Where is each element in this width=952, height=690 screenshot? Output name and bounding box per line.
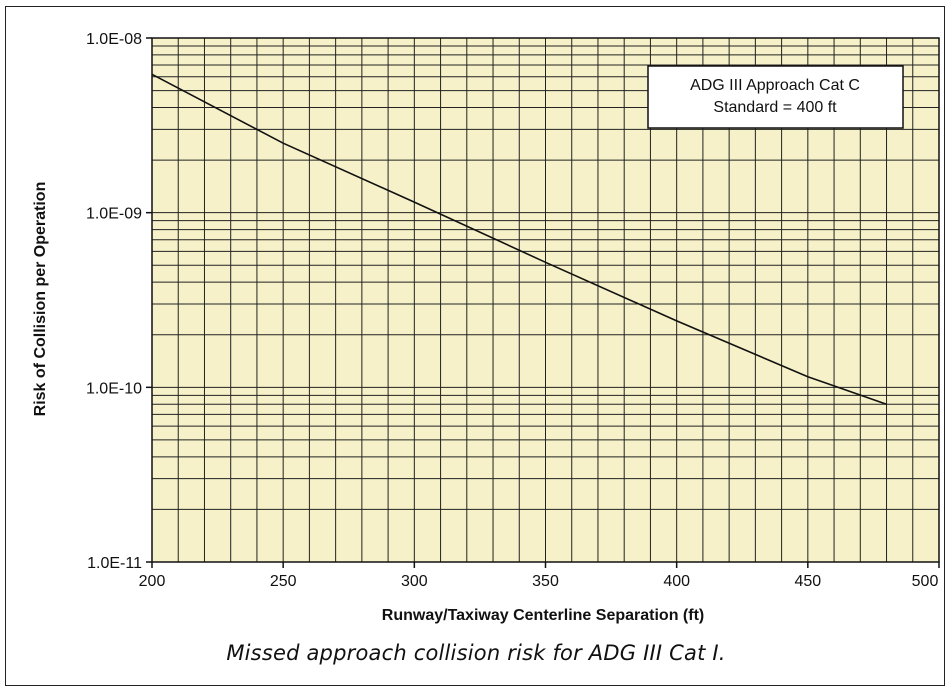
legend-line-2: Standard = 400 ft xyxy=(713,99,837,116)
axis-ticks: 200 250 300 350 400 450 500 1.0E-08 1.0E-09 1.0E-… xyxy=(86,31,940,590)
x-tick-label: 500 xyxy=(912,573,939,590)
y-axis-title: Risk of Collision per Operation xyxy=(32,182,49,417)
y-tick-label: 1.0E-11 xyxy=(87,555,142,572)
x-tick-label: 200 xyxy=(139,573,166,590)
x-tick-label: 250 xyxy=(270,573,297,590)
legend: ADG III Approach Cat C Standard = 400 ft xyxy=(647,65,904,129)
legend-box xyxy=(647,65,904,129)
legend-line-1: ADG III Approach Cat C xyxy=(690,77,860,94)
y-tick-label: 1.0E-10 xyxy=(86,380,142,397)
figure-caption: Missed approach collision risk for ADG I… xyxy=(226,641,726,665)
y-tick-label: 1.0E-08 xyxy=(86,31,142,48)
x-tick-label: 400 xyxy=(663,573,690,590)
grid xyxy=(152,38,939,562)
y-tick-label: 1.0E-09 xyxy=(86,206,142,223)
x-tick-label: 300 xyxy=(401,573,428,590)
x-tick-label: 450 xyxy=(794,573,821,590)
x-axis-title: Runway/Taxiway Centerline Separation (ft… xyxy=(382,607,704,624)
x-tick-label: 350 xyxy=(532,573,559,590)
series-line xyxy=(151,73,887,406)
